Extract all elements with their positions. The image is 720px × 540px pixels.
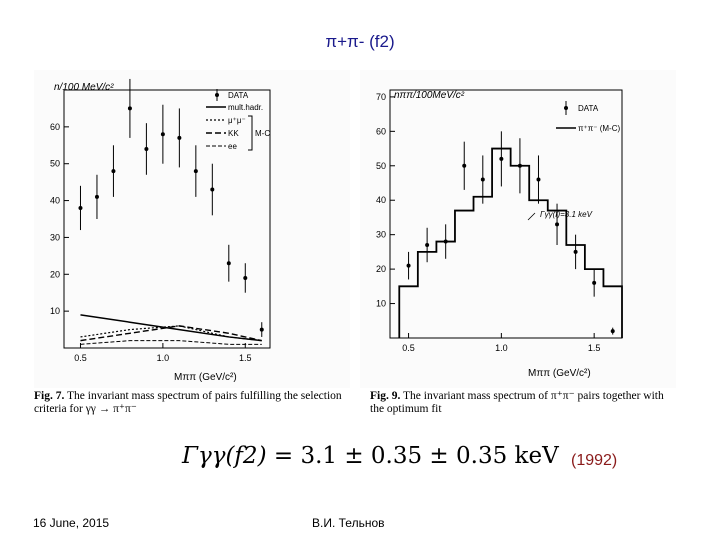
fig7-caption-label: Fig. 7. <box>34 390 65 402</box>
plot-frame <box>389 89 623 339</box>
y-tick-label: 20 <box>50 269 60 279</box>
data-point <box>555 222 560 227</box>
x-tick-label: 0.5 <box>402 343 415 353</box>
fig7-legend-kk: KK <box>228 129 239 138</box>
background-curve <box>80 340 262 345</box>
plot-frame <box>63 89 271 349</box>
x-tick-label: 0.5 <box>74 353 87 363</box>
y-tick-label: 60 <box>50 122 60 132</box>
data-point <box>193 169 198 174</box>
fig9-legend-data: DATA <box>578 104 599 113</box>
formula-rhs: = 3.1 ± 0.35 ± 0.35 keV <box>273 443 559 469</box>
data-point <box>160 132 165 137</box>
data-point <box>127 106 132 111</box>
data-point <box>210 187 215 192</box>
slide-title: π+π- (f2) <box>325 32 395 51</box>
y-tick-label: 10 <box>50 306 60 316</box>
fig9-caption-text: The invariant mass spectrum of π⁺π⁻ pair… <box>370 390 664 415</box>
fig9-legend-mc: π⁺π⁻ (M-C) <box>578 124 620 133</box>
figure-7-caption: Fig. 7. The invariant mass spectrum of p… <box>34 390 350 416</box>
y-tick-label: 40 <box>50 196 60 206</box>
y-tick-label: 40 <box>376 195 386 205</box>
x-tick-label: 1.0 <box>157 353 170 363</box>
data-point <box>243 275 248 280</box>
mc-histogram <box>398 147 623 338</box>
y-tick-label: 10 <box>376 299 386 309</box>
footer-date: 16 June, 2015 <box>33 516 110 530</box>
fig9-legend: DATA π⁺π⁻ (M-C) Γγγ(f)=3.1 keV <box>527 101 620 221</box>
fig7-legend-mumu: μ⁺μ⁻ <box>228 116 246 125</box>
y-tick-label: 20 <box>376 264 386 274</box>
y-tick-label: 70 <box>376 92 386 102</box>
fig7-caption-text: The invariant mass spectrum of pairs ful… <box>34 390 342 415</box>
fig7-legend-mc: M-C <box>255 129 270 138</box>
figure-9-caption: Fig. 9. The invariant mass spectrum of π… <box>370 390 676 416</box>
x-tick-label: 1.5 <box>588 343 601 353</box>
x-tick-label: 1.5 <box>239 353 252 363</box>
fig9-xlabel: Mππ (GeV/c²) <box>528 368 591 379</box>
y-tick-label: 30 <box>376 230 386 240</box>
figure-7-panel: n/100 MeV/c² Mππ (GeV/c²) DATA mult.hadr… <box>34 70 350 388</box>
formula-lhs: Γγγ(f2) <box>182 443 267 469</box>
fig7-legend-data: DATA <box>228 91 249 100</box>
background-curve <box>80 325 262 342</box>
fig9-caption-label: Fig. 9. <box>370 390 401 402</box>
data-point <box>610 329 615 334</box>
x-tick-label: 1.0 <box>495 343 508 353</box>
fig9-ylabel: nππ/100MeV/c² <box>394 90 465 101</box>
y-tick-label: 30 <box>50 232 60 242</box>
data-point <box>78 205 83 210</box>
y-tick-label: 50 <box>376 161 386 171</box>
figure-9-panel: nππ/100MeV/c² Mππ (GeV/c²) DATA π⁺π⁻ (M-… <box>360 70 676 388</box>
data-point <box>406 263 411 268</box>
data-point <box>462 163 467 168</box>
data-point <box>573 249 578 254</box>
footer-author: В.И. Тельнов <box>312 516 385 530</box>
data-point <box>111 169 116 174</box>
background-curve <box>80 325 262 342</box>
fig7-legend-ee: ee <box>228 142 237 151</box>
fig7-ylabel: n/100 MeV/c² <box>54 82 114 93</box>
data-point <box>144 146 149 151</box>
figure-7-plot: n/100 MeV/c² Mππ (GeV/c²) DATA mult.hadr… <box>50 78 271 383</box>
data-point <box>536 177 541 182</box>
fig7-legend-mult: mult.hadr. <box>228 103 263 112</box>
data-point <box>499 156 504 161</box>
fig7-legend: DATA mult.hadr. μ⁺μ⁻ KK ee M-C <box>206 89 270 151</box>
data-point <box>259 327 264 332</box>
data-point <box>425 243 430 247</box>
formula: Γγγ(f2) = 3.1 ± 0.35 ± 0.35 keV <box>182 443 559 469</box>
figure-9-plot: nππ/100MeV/c² Mππ (GeV/c²) DATA π⁺π⁻ (M-… <box>376 89 623 379</box>
data-point <box>592 280 597 285</box>
y-tick-label: 50 <box>50 159 60 169</box>
year-label: (1992) <box>571 452 618 469</box>
fig7-xlabel: Mππ (GeV/c²) <box>174 372 237 383</box>
data-point <box>480 177 485 182</box>
data-point <box>177 135 182 140</box>
y-tick-label: 60 <box>376 126 386 136</box>
data-point <box>226 261 231 266</box>
data-point <box>94 194 99 199</box>
